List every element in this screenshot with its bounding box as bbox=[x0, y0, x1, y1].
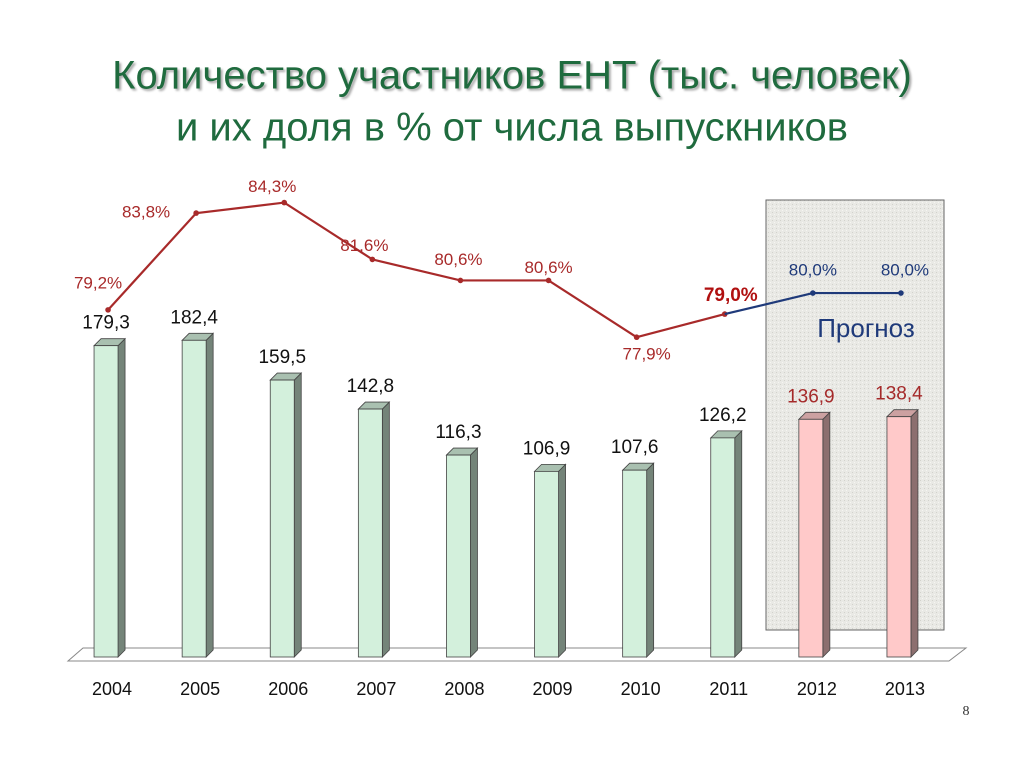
bar bbox=[886, 416, 912, 658]
bar-side bbox=[381, 401, 390, 658]
value-label: 80,6% bbox=[434, 250, 482, 269]
value-label: 83,8% bbox=[122, 203, 170, 222]
line-point bbox=[633, 334, 640, 341]
page-number: 8 bbox=[963, 704, 970, 719]
bar bbox=[93, 345, 119, 658]
value-label: 84,3% bbox=[248, 177, 296, 196]
x-tick-label: 2010 bbox=[621, 679, 661, 699]
bar-side bbox=[117, 337, 126, 658]
value-label: 159,5 bbox=[258, 347, 306, 368]
x-tick-label: 2008 bbox=[444, 679, 484, 699]
x-tick-label: 2007 bbox=[356, 679, 396, 699]
bar-side bbox=[910, 408, 919, 658]
value-label: 182,4 bbox=[170, 307, 218, 328]
value-label: 126,2 bbox=[699, 405, 747, 426]
line-point bbox=[193, 210, 199, 216]
line-point bbox=[545, 277, 552, 284]
value-label: 116,3 bbox=[435, 422, 481, 443]
bar bbox=[534, 470, 559, 658]
value-label: 79,2% bbox=[74, 273, 122, 292]
bar-side bbox=[205, 332, 214, 658]
bar-side bbox=[734, 429, 743, 658]
value-label: 138,4 bbox=[875, 384, 923, 405]
bar bbox=[798, 418, 824, 658]
title-line: и их доля в % от числа выпускников bbox=[176, 106, 848, 150]
x-tick-label: 2006 bbox=[268, 679, 308, 699]
title: Количество участников ЕНТ (тыс. человек)… bbox=[112, 54, 912, 150]
bar bbox=[181, 339, 207, 658]
x-tick-label: 2013 bbox=[885, 679, 925, 699]
value-label: 107,6 bbox=[611, 437, 659, 458]
value-label: 142,8 bbox=[347, 376, 395, 397]
x-tick-label: 2012 bbox=[797, 679, 837, 699]
value-label: 179,3 bbox=[82, 313, 130, 334]
line-point bbox=[281, 199, 288, 206]
bar bbox=[622, 469, 648, 658]
value-label: 136,9 bbox=[787, 386, 835, 407]
value-label: 79,0% bbox=[704, 285, 758, 306]
bar-side bbox=[646, 462, 655, 658]
bar-side bbox=[470, 447, 478, 658]
value-label: 80,0% bbox=[881, 261, 929, 280]
x-tick-label: 2005 bbox=[180, 679, 220, 699]
line bbox=[107, 201, 726, 339]
line-point bbox=[898, 290, 904, 296]
bar-side bbox=[558, 463, 566, 658]
bar-side bbox=[822, 411, 831, 658]
line-point bbox=[810, 290, 816, 296]
bar-side bbox=[293, 372, 302, 658]
value-label: 77,9% bbox=[623, 345, 671, 364]
value-label: 106,9 bbox=[523, 438, 571, 459]
x-tick-label: 2009 bbox=[533, 679, 573, 699]
value-label: 80,0% bbox=[789, 261, 837, 280]
x-tick-label: 2004 bbox=[92, 679, 132, 699]
value-label: 81,6% bbox=[340, 236, 388, 255]
line-point bbox=[105, 307, 111, 313]
annotation: Прогноз bbox=[817, 313, 915, 343]
x-tick-label: 2011 bbox=[709, 679, 748, 699]
line-point bbox=[369, 256, 376, 263]
bar bbox=[269, 379, 295, 658]
title-line: Количество участников ЕНТ (тыс. человек) bbox=[112, 54, 912, 98]
bar bbox=[710, 437, 736, 658]
plot: 2004 2005 2006 2007 2008 2009 2010 2011 2012 2013… bbox=[74, 177, 929, 699]
value-label: 80,6% bbox=[524, 258, 572, 277]
bar bbox=[446, 454, 471, 658]
line-point bbox=[457, 277, 464, 284]
bar bbox=[357, 408, 383, 658]
